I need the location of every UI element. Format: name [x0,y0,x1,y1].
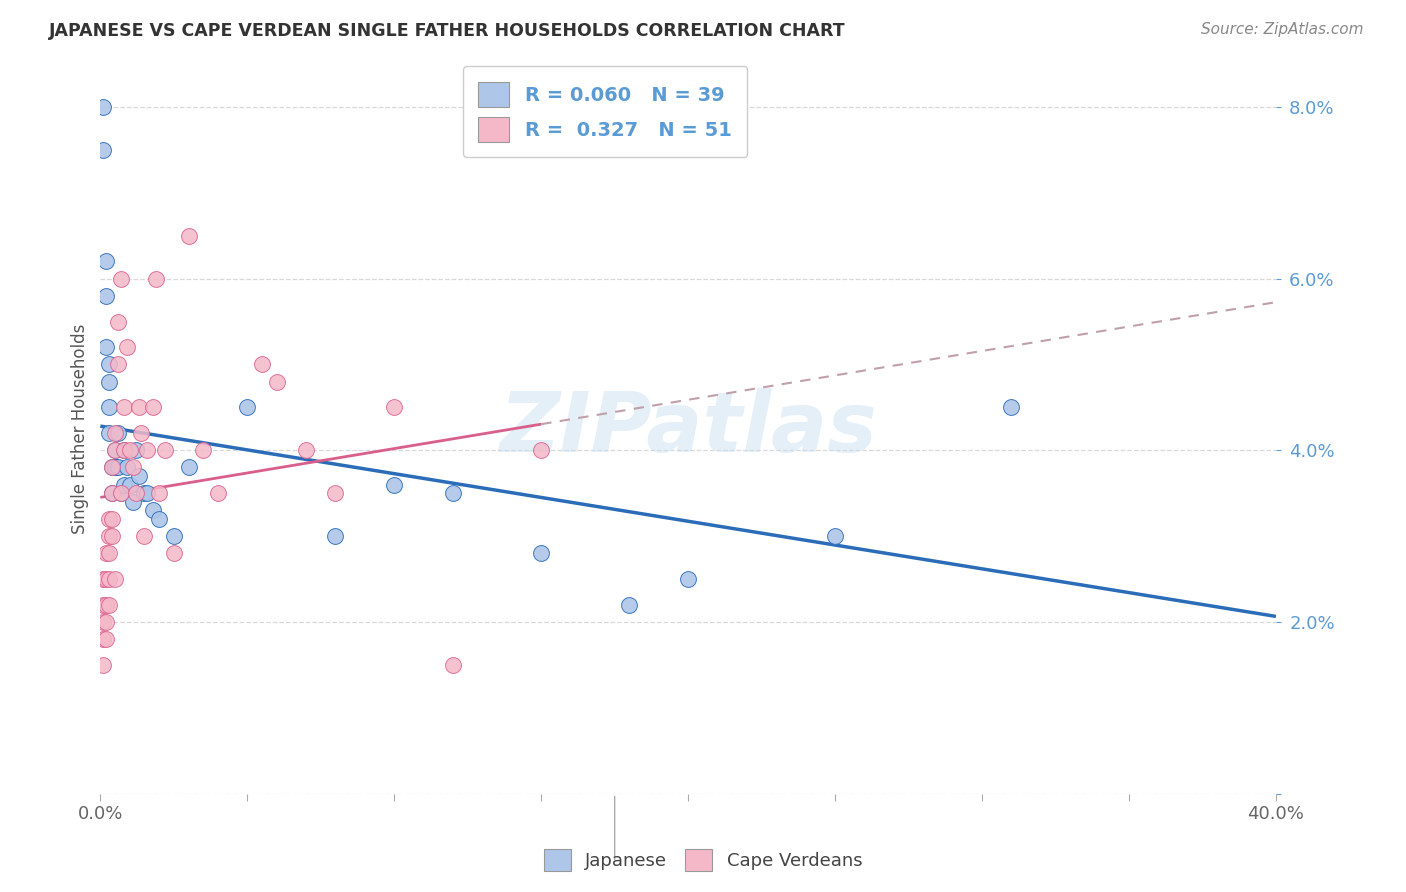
Point [121,460,143,475]
Point [128,401,150,415]
Point [112,477,135,491]
Y-axis label: Single Father Households: Single Father Households [72,324,89,534]
Point [163,529,186,543]
Point [295,443,318,458]
Point [177,228,200,243]
Point [115,340,138,354]
Point [124,443,146,458]
Point [98,358,121,372]
Point [530,443,553,458]
Point [382,401,405,415]
Point [96,546,118,560]
Point [104,460,127,475]
Point [107,358,129,372]
Point [91,657,114,672]
Point [98,546,121,560]
Point [91,632,114,647]
Point [101,486,124,500]
Point [207,486,229,500]
Point [98,598,121,612]
Point [91,615,114,629]
Point [96,615,118,629]
Point [98,572,121,586]
Text: ZIPatlas: ZIPatlas [499,388,877,469]
Point [96,632,118,647]
Point [104,426,127,441]
Point [107,426,129,441]
Point [104,443,127,458]
Point [236,401,259,415]
Point [148,512,170,526]
Point [530,546,553,560]
Point [101,512,124,526]
Point [96,572,118,586]
Point [619,598,641,612]
Point [441,657,464,672]
Point [177,460,200,475]
Point [98,426,121,441]
Point [148,486,170,500]
Point [441,486,464,500]
Point [128,469,150,483]
Point [1000,401,1022,415]
Point [110,271,132,285]
Text: Source: ZipAtlas.com: Source: ZipAtlas.com [1201,22,1364,37]
Point [91,100,114,114]
Point [118,477,141,491]
Point [153,443,176,458]
Point [91,143,114,157]
Point [112,443,135,458]
Point [142,401,165,415]
Point [124,486,146,500]
Point [104,460,127,475]
Point [134,529,156,543]
Point [101,486,124,500]
Point [91,598,114,612]
Point [676,572,699,586]
Point [98,375,121,389]
Point [193,443,215,458]
Point [266,375,288,389]
Point [110,486,132,500]
Point [121,495,143,509]
Point [107,315,129,329]
Point [325,486,347,500]
Text: JAPANESE VS CAPE VERDEAN SINGLE FATHER HOUSEHOLDS CORRELATION CHART: JAPANESE VS CAPE VERDEAN SINGLE FATHER H… [49,22,846,40]
Point [382,477,405,491]
Point [98,401,121,415]
Point [134,486,156,500]
Point [824,529,846,543]
Point [163,546,186,560]
Legend: R = 0.060   N = 39, R =  0.327   N = 51: R = 0.060 N = 39, R = 0.327 N = 51 [463,67,748,157]
Point [107,460,129,475]
Point [112,443,135,458]
Point [96,598,118,612]
Point [136,486,159,500]
Point [145,271,167,285]
Point [104,572,127,586]
Point [115,460,138,475]
Point [112,401,135,415]
Legend: Japanese, Cape Verdeans: Japanese, Cape Verdeans [537,842,869,879]
Point [250,358,273,372]
Point [98,529,121,543]
Point [101,460,124,475]
Point [325,529,347,543]
Point [101,460,124,475]
Point [142,503,165,517]
Point [101,529,124,543]
Point [96,289,118,303]
Point [91,572,114,586]
Point [98,512,121,526]
Point [96,254,118,268]
Point [131,426,153,441]
Point [118,443,141,458]
Point [104,443,127,458]
Point [136,443,159,458]
Point [96,340,118,354]
Point [110,486,132,500]
